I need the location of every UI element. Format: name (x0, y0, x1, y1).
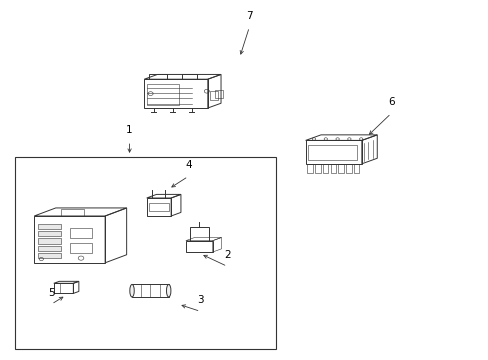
Text: 1: 1 (126, 125, 133, 135)
Polygon shape (38, 246, 61, 251)
Polygon shape (38, 238, 61, 244)
Polygon shape (38, 224, 61, 229)
Ellipse shape (166, 284, 171, 297)
Text: 7: 7 (245, 10, 252, 21)
Bar (132, 284, 168, 297)
Polygon shape (38, 253, 61, 258)
Ellipse shape (130, 284, 134, 297)
Text: 2: 2 (224, 250, 230, 260)
Polygon shape (38, 231, 61, 237)
Text: 5: 5 (48, 288, 55, 298)
Bar (15, 157, 276, 349)
Text: 4: 4 (184, 160, 191, 170)
Text: 6: 6 (387, 97, 394, 107)
Text: 3: 3 (197, 295, 203, 305)
